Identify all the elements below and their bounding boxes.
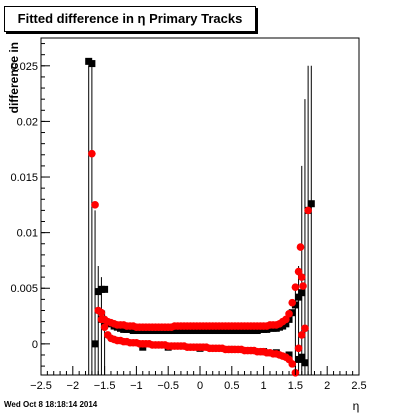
data-point-circle [285,310,293,318]
x-tick-label: 0.5 [224,380,239,392]
data-point-circle [100,323,109,331]
data-point-square [307,200,315,208]
data-point-circle [294,267,303,276]
data-point-circle [288,360,297,368]
data-point-circle [304,206,312,215]
data-point-circle [282,315,290,324]
chart-title-box: Fitted difference in η Primary Tracks [4,6,256,32]
data-point-square [282,320,290,328]
chart-title: Fitted difference in η Primary Tracks [17,11,243,26]
x-tick-label: −0.5 [157,380,179,392]
x-tick-label: 2.5 [351,380,366,392]
data-point-square [91,340,99,348]
x-tick-label: 2 [324,380,330,392]
data-point-square [295,293,303,301]
data-point-circle [91,201,99,209]
y-tick-label: 0 [32,339,38,351]
data-point-circle [297,273,306,281]
data-point-square [298,289,306,297]
data-point-circle [296,243,305,251]
y-tick-label: 0.01 [17,228,38,240]
y-tick-label: 0.025 [10,61,38,73]
data-point-square [88,60,96,68]
timestamp-footer: Wed Oct 8 18:18:14 2014 [4,400,98,409]
x-tick-label: 1 [261,380,267,392]
data-point-square [101,285,109,293]
y-tick-label: 0.005 [10,283,38,295]
x-axis-label: η [353,399,360,413]
data-point-circle [301,324,309,333]
y-tick-label: 0.015 [10,172,38,184]
x-tick-label: −1 [130,380,143,392]
x-tick-label: −1.5 [94,380,116,392]
data-point-square [295,355,303,363]
data-point-circle [88,149,96,158]
data-point-circle [291,283,300,291]
x-tick-label: −2.5 [30,380,52,392]
data-point-circle [288,298,297,307]
data-point-square [285,351,293,359]
data-point-circle [297,331,306,339]
data-point-circle [294,344,303,353]
x-tick-label: −2 [67,380,80,392]
data-point-square [291,301,299,309]
data-point-square [301,359,309,367]
x-tick-label: 1.5 [288,380,303,392]
data-point-circle [299,282,307,290]
data-point-circle [97,308,106,317]
x-tick-label: 0 [197,380,203,392]
y-axis-label: difference in [7,42,21,113]
y-tick-label: 0.02 [17,116,38,128]
